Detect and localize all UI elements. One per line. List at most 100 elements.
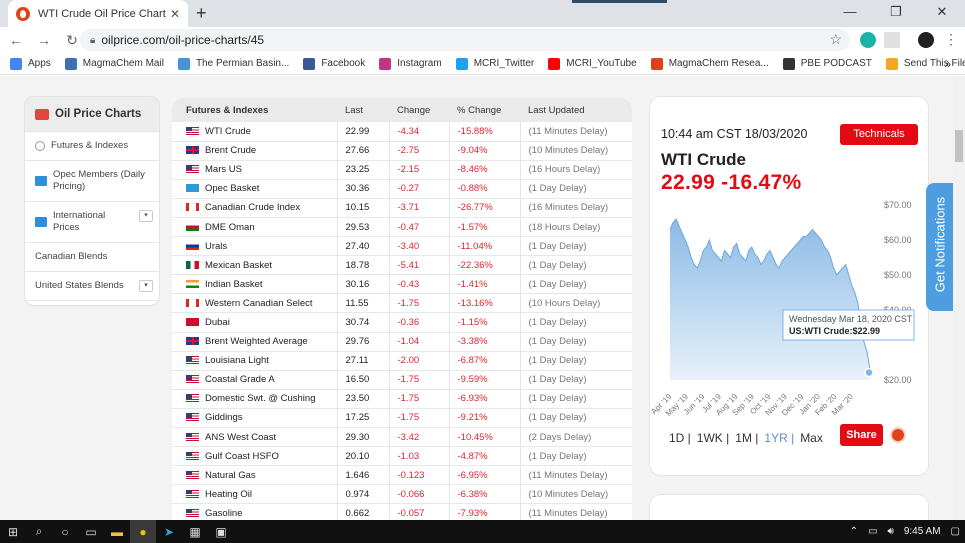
scrollbar-thumb[interactable] xyxy=(955,130,963,162)
cortana-icon[interactable]: ○ xyxy=(61,524,69,539)
telegram-icon[interactable]: ➤ xyxy=(163,524,175,539)
bookmark-item[interactable]: Apps xyxy=(10,57,51,70)
reload-icon[interactable]: ↻ xyxy=(66,31,78,48)
browser-tab[interactable]: WTI Crude Oil Price Charts | Oilpr ✕ xyxy=(8,0,188,27)
table-row[interactable]: Gasoline 0.662 -0.057 -7.93% (11 Minutes Del… xyxy=(172,503,632,520)
row-name-cell[interactable]: WTI Crude xyxy=(172,122,337,142)
sidebar-item[interactable]: United States Blends ▾ xyxy=(25,271,159,300)
row-name-cell[interactable]: Domestic Swt. @ Cushing xyxy=(172,389,337,409)
extension-icon[interactable] xyxy=(860,32,876,48)
row-name-cell[interactable]: Brent Weighted Average xyxy=(172,332,337,352)
tray-chevron-icon[interactable]: ⌃ xyxy=(849,526,859,537)
col-header-name[interactable]: Futures & Indexes xyxy=(172,98,337,122)
bookmark-star-icon[interactable]: ☆ xyxy=(829,31,842,47)
table-row[interactable]: Indian Basket 30.16 -0.43 -1.41% (1 Day Dela… xyxy=(172,274,632,295)
file-explorer-icon[interactable]: ▬ xyxy=(111,524,123,539)
col-header-pct-change[interactable]: % Change xyxy=(449,98,520,122)
sidebar-item[interactable]: International Prices ▾ xyxy=(25,201,159,242)
forward-icon[interactable]: → xyxy=(37,32,51,48)
page-scrollbar[interactable] xyxy=(953,76,965,520)
range-option[interactable]: 1WK | xyxy=(696,431,730,445)
table-row[interactable]: Louisiana Light 27.11 -2.00 -6.87% (1 Day De… xyxy=(172,351,632,371)
row-name-cell[interactable]: Brent Crude xyxy=(172,141,337,161)
range-option[interactable]: 1YR | xyxy=(764,431,795,445)
profile-avatar-icon[interactable] xyxy=(918,32,934,48)
range-option[interactable]: 1M | xyxy=(735,431,759,445)
row-name-cell[interactable]: Mars US xyxy=(172,160,337,180)
restore-icon[interactable]: ❐ xyxy=(890,4,902,19)
table-row[interactable]: Mexican Basket 18.78 -5.41 -22.36% (1 Day De… xyxy=(172,255,632,276)
bookmark-item[interactable]: MCRI_YouTube xyxy=(548,57,637,70)
bookmark-item[interactable]: Facebook xyxy=(303,57,365,70)
row-name-cell[interactable]: Coastal Grade A xyxy=(172,370,337,390)
table-row[interactable]: Domestic Swt. @ Cushing 23.50 -1.75 -6.93%(… xyxy=(172,389,632,409)
table-row[interactable]: Mars US 23.25 -2.15 -8.46% (16 Hours Delay) xyxy=(172,160,632,180)
row-name-cell[interactable]: Giddings xyxy=(172,408,337,429)
row-name-cell[interactable]: Gasoline xyxy=(172,503,337,520)
col-header-last-updated[interactable]: Last Updated xyxy=(520,98,632,122)
volume-icon[interactable]: 🔊︎ xyxy=(887,526,894,537)
url-field[interactable]: 🔒︎ oilprice.com/oil-price-charts/45 ☆ xyxy=(80,29,850,51)
row-name-cell[interactable]: Indian Basket xyxy=(172,274,337,295)
get-notifications-tab[interactable]: Get Notifications xyxy=(926,183,954,311)
more-bookmarks-icon[interactable]: » xyxy=(944,56,951,71)
table-row[interactable]: Canadian Crude Index 10.15 -3.71 -26.77% (16… xyxy=(172,198,632,218)
col-header-change[interactable]: Change xyxy=(389,98,449,122)
row-name-cell[interactable]: Urals xyxy=(172,236,337,257)
row-name-cell[interactable]: Mexican Basket xyxy=(172,255,337,276)
dropdown-toggle-icon[interactable]: ▾ xyxy=(139,210,153,222)
table-row[interactable]: Gulf Coast HSFO 20.10 -1.03 -4.87% (1 Day De… xyxy=(172,446,632,467)
table-row[interactable]: Brent Weighted Average 29.76 -1.04 -3.38% (1… xyxy=(172,332,632,352)
row-name-cell[interactable]: Dubai xyxy=(172,312,337,333)
table-row[interactable]: DME Oman 29.53 -0.47 -1.57% (18 Hours Delay) xyxy=(172,217,632,238)
bookmark-item[interactable]: PBE PODCAST xyxy=(782,57,872,70)
task-view-icon[interactable]: ▭ xyxy=(85,524,97,539)
row-name-cell[interactable]: Opec Basket xyxy=(172,179,337,199)
table-row[interactable]: Western Canadian Select 11.55 -1.75 -13.16%… xyxy=(172,293,632,314)
bookmark-item[interactable]: MagmaChem Mail xyxy=(64,57,164,70)
technicals-button[interactable]: Technicals xyxy=(840,124,918,145)
notifications-icon[interactable]: ▢ xyxy=(950,526,960,537)
table-row[interactable]: WTI Crude 22.99 -4.34 -15.88% (11 Minutes De… xyxy=(172,122,632,142)
share-button[interactable]: Share xyxy=(840,424,883,446)
sidebar-item[interactable]: Canadian Blends xyxy=(25,242,159,271)
table-row[interactable]: Dubai 30.74 -0.36 -1.15% (1 Day Delay) xyxy=(172,312,632,333)
table-row[interactable]: Natural Gas 1.646 -0.123 -6.95% (11 Minutes … xyxy=(172,465,632,486)
clock[interactable]: 9:45 AM xyxy=(903,526,941,537)
range-option[interactable]: Max xyxy=(800,431,823,445)
current-point-marker[interactable] xyxy=(864,367,874,378)
close-tab-icon[interactable]: ✕ xyxy=(169,6,180,21)
range-option[interactable]: 1D | xyxy=(669,431,691,445)
row-name-cell[interactable]: ANS West Coast xyxy=(172,427,337,448)
row-name-cell[interactable]: Western Canadian Select xyxy=(172,293,337,314)
row-name-cell[interactable]: Louisiana Light xyxy=(172,351,337,371)
row-name-cell[interactable]: Heating Oil xyxy=(172,484,337,505)
col-header-last[interactable]: Last xyxy=(337,98,389,122)
close-window-icon[interactable]: ✕ xyxy=(936,4,948,19)
windows-start-icon[interactable]: ⊞ xyxy=(7,524,19,539)
sidebar-item[interactable]: Opec Members (Daily Pricing) xyxy=(25,160,159,201)
bookmark-item[interactable]: Instagram xyxy=(379,57,442,70)
extension-icon[interactable] xyxy=(884,32,900,48)
chrome-icon[interactable]: ● xyxy=(130,520,156,543)
dropdown-toggle-icon[interactable]: ▾ xyxy=(139,280,153,292)
bookmark-item[interactable]: MagmaChem Resea... xyxy=(650,57,769,70)
table-row[interactable]: Coastal Grade A 16.50 -1.75 -9.59% (1 Day De… xyxy=(172,370,632,390)
bookmark-item[interactable]: Send This File xyxy=(885,57,965,70)
row-name-cell[interactable]: Canadian Crude Index xyxy=(172,198,337,218)
back-icon[interactable]: ← xyxy=(9,32,23,48)
menu-dots-icon[interactable]: ⋮ xyxy=(944,31,958,47)
search-icon[interactable]: ⌕ xyxy=(35,524,43,538)
sidebar-item[interactable]: Futures & Indexes xyxy=(25,131,159,160)
row-name-cell[interactable]: Gulf Coast HSFO xyxy=(172,446,337,467)
row-name-cell[interactable]: Natural Gas xyxy=(172,465,337,486)
calculator-icon[interactable]: ▦ xyxy=(189,524,201,539)
table-row[interactable]: Opec Basket 30.36 -0.27 -0.88% (1 Day Delay) xyxy=(172,179,632,199)
table-row[interactable]: Urals 27.40 -3.40 -11.04% (1 Day Delay) xyxy=(172,236,632,257)
minimize-icon[interactable]: — xyxy=(843,4,857,19)
bookmark-item[interactable]: MCRI_Twitter xyxy=(455,57,534,70)
table-row[interactable]: Brent Crude 27.66 -2.75 -9.04% (10 Minutes D… xyxy=(172,141,632,161)
table-row[interactable]: ANS West Coast 29.30 -3.42 -10.45% (2 Days D… xyxy=(172,427,632,448)
bookmark-item[interactable]: The Permian Basin... xyxy=(177,57,289,70)
